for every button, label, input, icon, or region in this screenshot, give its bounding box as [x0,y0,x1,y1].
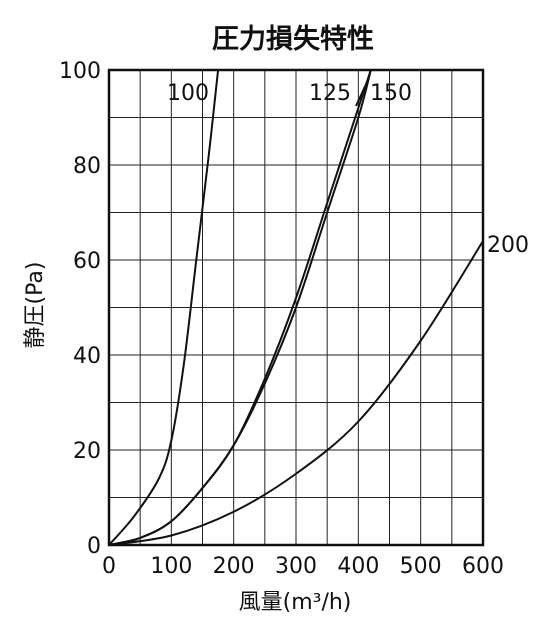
y-tick-label: 100 [59,59,101,84]
series-line-100 [109,70,220,545]
y-tick-label: 80 [73,154,101,179]
x-tick-label: 200 [213,554,255,579]
x-tick-label: 300 [275,554,317,579]
y-tick-label: 20 [73,439,101,464]
plot-frame [107,68,485,547]
curves [109,70,483,545]
x-tick-label: 400 [337,554,379,579]
series-label-125: 125 [309,81,351,106]
series-labels: 100 125 150 200 [167,79,529,258]
series-label-200: 200 [487,233,529,258]
series-label-150: 150 [370,81,412,106]
y-axis-label: 静圧(Pa) [23,262,48,349]
x-tick-label: 100 [150,554,192,579]
y-tick-label: 60 [73,249,101,274]
x-tick-label: 500 [400,554,442,579]
series-label-separator [355,79,369,107]
chart-title: 圧力損失特性 [212,24,374,55]
series-line-150 [109,70,372,545]
x-axis-label: 風量(m³/h) [239,590,352,615]
x-tick-label: 600 [462,554,504,579]
tick-labels: 0 100 200 300 400 500 600 0 20 40 60 80 100 [59,59,504,579]
series-label-100: 100 [167,81,209,106]
y-tick-label: 0 [87,534,101,559]
series-line-200 [109,240,483,545]
x-tick-label: 0 [102,554,116,579]
y-tick-label: 40 [73,344,101,369]
